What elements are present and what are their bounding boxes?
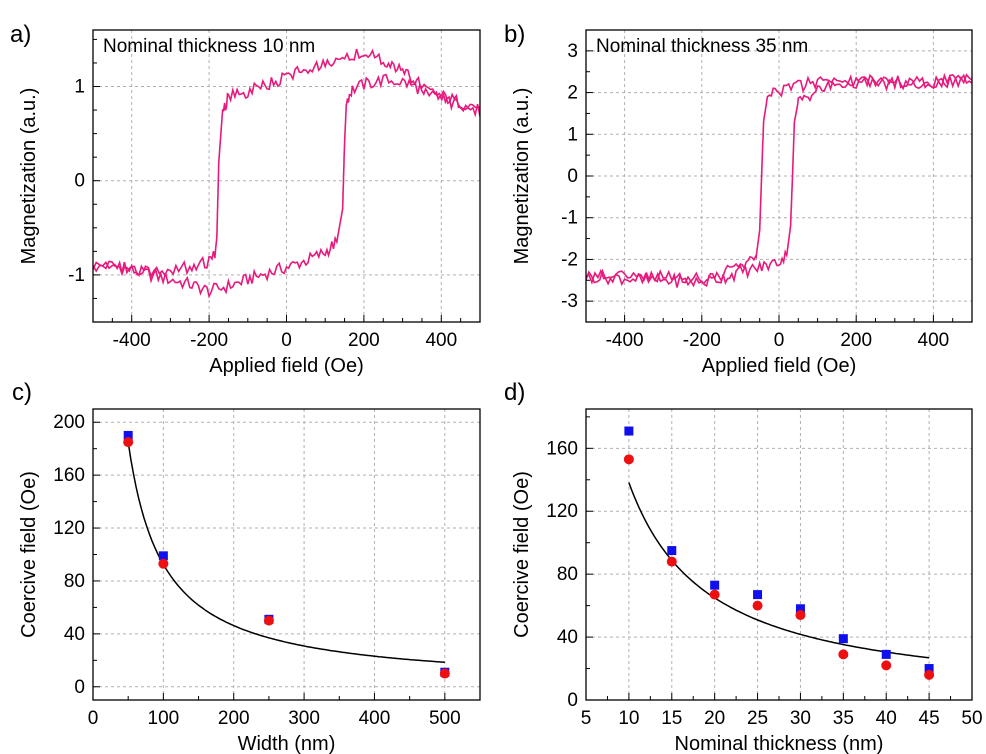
data-point-circle: [795, 610, 806, 621]
y-tick-label: 160: [546, 438, 578, 459]
data-point-circle: [838, 649, 849, 660]
x-tick-label: 15: [661, 708, 682, 729]
panel-label: d): [504, 379, 525, 406]
x-tick-label: 35: [833, 708, 854, 729]
y-tick-label: 200: [53, 412, 85, 433]
data-point-circle: [752, 600, 763, 611]
x-tick-label: 0: [774, 330, 785, 351]
data-point-circle: [666, 556, 677, 567]
x-tick-label: -200: [683, 330, 721, 351]
y-tick-label: 80: [64, 571, 85, 592]
x-tick-label: 30: [790, 708, 811, 729]
x-tick-label: 400: [918, 330, 950, 351]
data-point-square: [158, 551, 168, 561]
x-tick-label: 500: [429, 708, 461, 729]
x-tick-label: 25: [747, 708, 768, 729]
x-tick-label: 300: [288, 708, 320, 729]
panel-label: b): [504, 21, 525, 48]
data-point-square: [667, 546, 677, 556]
x-tick-label: 45: [919, 708, 940, 729]
y-tick-label: 1: [74, 77, 85, 98]
fit-curve: [628, 482, 930, 659]
data-point-circle: [881, 660, 892, 671]
y-tick-label: 80: [557, 564, 578, 585]
y-tick-label: 0: [74, 171, 85, 192]
y-tick-label: 40: [64, 624, 85, 645]
y-tick-label: 40: [557, 627, 578, 648]
data-point-square: [624, 426, 634, 436]
plot-frame: [92, 408, 481, 701]
data-point-circle: [439, 668, 450, 679]
x-tick-label: 200: [348, 330, 380, 351]
x-tick-label: 400: [425, 330, 457, 351]
panel-b: -400 -200 0 200 400 -3 -2 -1 0 1 2 3 Applied field (…: [504, 21, 973, 377]
plot-area: [93, 48, 480, 299]
y-tick-label: -1: [561, 208, 578, 229]
y-axis-label: Coercive field (Oe): [511, 471, 533, 638]
x-axis-label: Width (nm): [238, 733, 336, 754]
data-point-circle: [709, 589, 720, 600]
panel-a: -400 -200 0 200 400 -1 0 1 Applied field (Oe) Mag…: [10, 21, 481, 377]
data-point-square: [123, 430, 133, 440]
panel-label: a): [10, 21, 31, 48]
hysteresis-branch-2: [586, 72, 972, 288]
plot-area: [586, 72, 972, 288]
plot-area: [123, 430, 450, 679]
y-tick-label: 120: [546, 501, 578, 522]
x-tick-label: 400: [359, 708, 391, 729]
data-point-square: [795, 604, 805, 614]
data-point-circle: [123, 437, 134, 448]
y-tick-label: 1: [567, 124, 578, 145]
data-point-circle: [158, 558, 169, 569]
x-tick-label: 100: [148, 708, 180, 729]
y-tick-label: 0: [567, 690, 578, 711]
y-tick-label: 120: [53, 518, 85, 539]
thickness-annotation: Nominal thickness 35 nm: [596, 36, 808, 57]
y-tick-label: 0: [74, 677, 85, 698]
x-tick-label: 0: [88, 708, 99, 729]
x-tick-label: 5: [581, 708, 592, 729]
y-axis-label: Magnetization (a.u.): [511, 88, 533, 265]
y-tick-label: -1: [68, 265, 85, 286]
data-point-square: [881, 649, 891, 659]
y-tick-label: 160: [53, 465, 85, 486]
y-tick-label: -3: [561, 291, 578, 312]
x-axis-label: Nominal thickness (nm): [675, 733, 884, 754]
data-point-square: [838, 634, 848, 644]
y-axis-label: Magnetization (a.u.): [18, 88, 40, 265]
y-axis-label: Coercive field (Oe): [18, 471, 40, 638]
x-tick-label: -200: [190, 330, 228, 351]
panel-label: c): [12, 379, 32, 406]
x-tick-label: 200: [218, 708, 250, 729]
data-point-square: [924, 664, 934, 674]
data-point-circle: [924, 669, 935, 680]
y-tick-label: 0: [567, 166, 578, 187]
panel-c: 0 100 200 300 400 500 0 40 80 120 160 200 Width (nm)…: [12, 379, 481, 754]
plot-area: [623, 426, 935, 680]
y-tick-label: 3: [567, 41, 578, 62]
hysteresis-branch-2: [93, 73, 480, 299]
y-tick-label: -2: [561, 249, 578, 270]
x-tick-label: 0: [281, 330, 292, 351]
panel-d: 5 10 15 20 25 30 35 40 45 50 0 40 80 120 160 Nominal th…: [504, 379, 983, 754]
x-tick-label: 10: [618, 708, 639, 729]
x-tick-label: -400: [606, 330, 644, 351]
thickness-annotation: Nominal thickness 10 nm: [103, 36, 315, 57]
data-point-circle: [263, 615, 274, 626]
x-tick-label: 50: [961, 708, 982, 729]
data-point-square: [753, 590, 763, 600]
x-tick-label: 40: [876, 708, 897, 729]
y-tick-label: 2: [567, 83, 578, 104]
x-axis-label: Applied field (Oe): [209, 355, 364, 377]
x-axis-label: Applied field (Oe): [702, 355, 857, 377]
hysteresis-branch-1: [93, 48, 480, 279]
data-point-circle: [623, 454, 634, 465]
data-point-square: [710, 580, 720, 590]
x-tick-label: 200: [840, 330, 872, 351]
x-tick-label: 20: [704, 708, 725, 729]
x-tick-label: -400: [113, 330, 151, 351]
fit-curve: [127, 441, 445, 664]
